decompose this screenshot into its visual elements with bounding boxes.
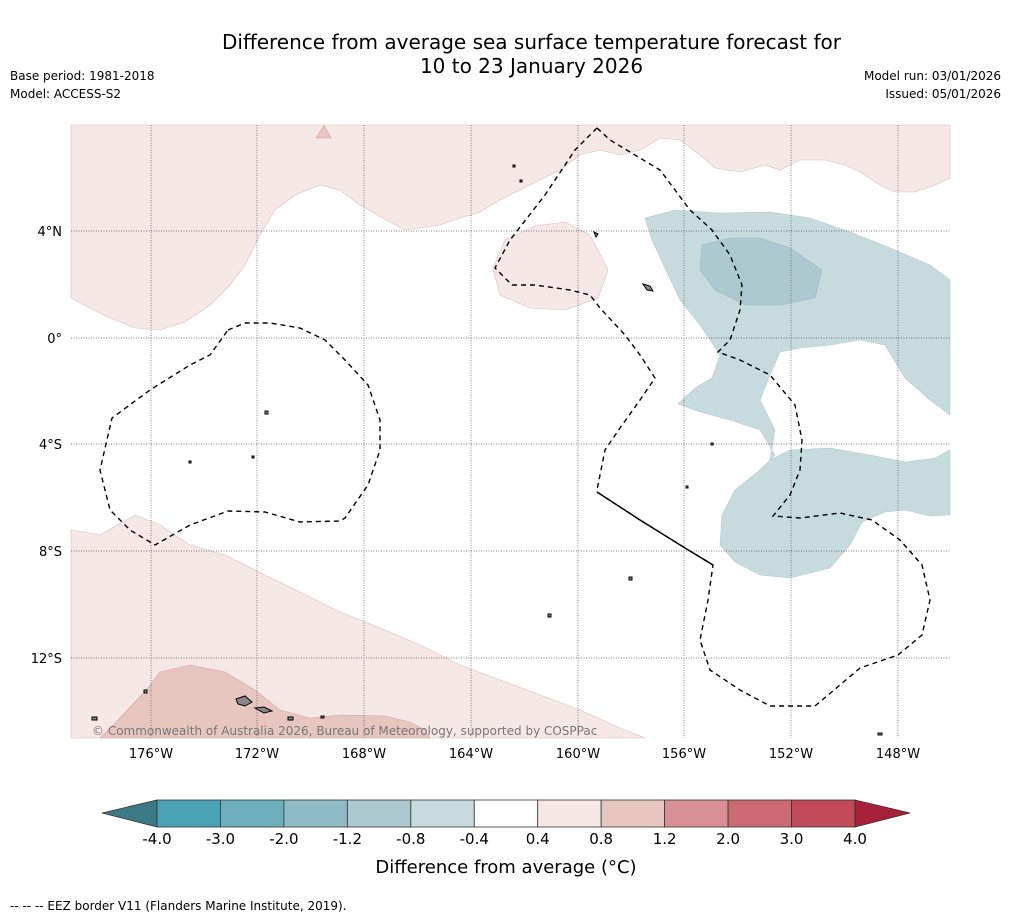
colorbar-tick-label: 1.2 — [653, 830, 677, 848]
lat-label: 8°S — [39, 545, 62, 560]
island-small-2 — [251, 455, 255, 459]
island-tokelau — [641, 283, 654, 292]
island-small-8 — [628, 576, 633, 581]
island-small-4 — [287, 716, 294, 721]
colorbar-segment — [537, 799, 602, 828]
lon-label: 176°W — [129, 747, 173, 762]
lat-label: 12°S — [31, 652, 62, 667]
colorbar-ticks: -4.0 -3.0 -2.0 -1.2 -0.8 -0.4 0.4 0.8 1.2 2.0 3.0 4… — [142, 830, 867, 848]
island-small-5 — [320, 715, 325, 719]
eez-legend: -- -- -- EEZ border V11 (Flanders Marine… — [10, 899, 347, 913]
lon-label: 168°W — [342, 747, 386, 762]
islands — [91, 164, 883, 736]
lat-label: 4°S — [39, 438, 62, 453]
island-small-10 — [685, 485, 689, 489]
colorbar-segment — [473, 799, 539, 828]
lon-label: 160°W — [556, 747, 600, 762]
lon-label: 164°W — [449, 747, 493, 762]
island-samoa-savaii — [235, 695, 253, 707]
title-line-2: 10 to 23 January 2026 — [419, 54, 644, 78]
copyright-text: © Commonwealth of Australia 2026, Bureau… — [92, 724, 597, 738]
lon-label: 156°W — [662, 747, 706, 762]
island-small-13 — [512, 164, 516, 168]
colorbar-segment — [791, 799, 856, 828]
island-small-1 — [264, 410, 269, 415]
gridlines — [71, 125, 950, 738]
lat-label: 4°N — [38, 225, 63, 240]
lon-label: 148°W — [876, 747, 920, 762]
cool-anomaly-east-strong — [699, 237, 823, 306]
colorbar-segment — [727, 799, 792, 828]
colorbar-segment — [600, 799, 666, 828]
lat-labels: 4°N 0° 4°S 8°S 12°S — [31, 225, 62, 667]
island-jarvis — [593, 230, 599, 239]
colorbar-segment — [664, 799, 729, 828]
colorbar-segments — [156, 799, 856, 828]
model-name: Model: ACCESS-S2 — [10, 87, 122, 101]
colorbar-segment — [410, 799, 475, 828]
island-small-9 — [547, 613, 552, 618]
lon-labels: 176°W 172°W 168°W 164°W 160°W 156°W 152°… — [129, 747, 920, 762]
island-samoa-upolu — [253, 706, 274, 714]
colorbar-tick-label: -2.0 — [269, 830, 298, 848]
colorbar-tick-label: -0.4 — [460, 830, 489, 848]
lat-label: 0° — [47, 332, 62, 347]
colorbar-segment — [220, 799, 285, 828]
chart-title: Difference from average sea surface temp… — [0, 30, 1011, 78]
island-small-11 — [710, 442, 714, 446]
issued-date: Issued: 05/01/2026 — [885, 87, 1001, 101]
lon-label: 152°W — [769, 747, 813, 762]
colorbar-tick-label: -3.0 — [206, 830, 235, 848]
meta-right: Model run: 03/01/2026 Issued: 05/01/2026 — [864, 67, 1001, 103]
colorbar-segment — [283, 799, 348, 828]
title-line-1: Difference from average sea surface temp… — [221, 30, 841, 54]
colorbar-tick-label: 2.0 — [716, 830, 740, 848]
eez-borders — [99, 127, 931, 707]
colorbar-tick-label: -1.2 — [333, 830, 362, 848]
colorbar-label: Difference from average (°C) — [375, 857, 636, 878]
island-small-12 — [519, 179, 523, 183]
warm-anomaly-north — [70, 124, 951, 331]
base-period: Base period: 1981-2018 — [10, 69, 155, 83]
colorbar-low-extend — [101, 799, 158, 828]
lon-label: 172°W — [235, 747, 279, 762]
eez-border-cook-islands — [596, 127, 931, 707]
eez-border-tokelau-tuvalu — [99, 322, 381, 546]
colorbar-segment — [346, 799, 412, 828]
model-run: Model run: 03/01/2026 — [863, 69, 1001, 83]
colorbar-high-extend — [854, 799, 911, 828]
colorbar-tick-label: 4.0 — [843, 830, 867, 848]
colorbar-tick-label: 0.4 — [526, 830, 550, 848]
meta-left: Base period: 1981-2018 Model: ACCESS-S2 — [10, 67, 155, 103]
colorbar-tick-label: -4.0 — [142, 830, 171, 848]
island-small-3 — [188, 460, 192, 464]
colorbar-tick-label: -0.8 — [396, 830, 425, 848]
cool-anomaly-east — [644, 209, 951, 579]
colorbar-segment — [156, 799, 221, 828]
colorbar: -4.0 -3.0 -2.0 -1.2 -0.8 -0.4 0.4 0.8 1.2 2.0 3.0 4… — [101, 799, 911, 878]
warm-anomaly-top-spot — [315, 124, 332, 139]
island-small-7 — [91, 716, 98, 721]
colorbar-tick-label: 0.8 — [589, 830, 613, 848]
warm-anomaly-center — [492, 221, 609, 311]
colorbar-tick-label: 3.0 — [780, 830, 804, 848]
eez-border-solid-segment — [596, 491, 714, 566]
map-area: © Commonwealth of Australia 2026, Bureau… — [70, 124, 951, 739]
island-small-14 — [877, 732, 883, 736]
island-small-6 — [143, 689, 148, 694]
warm-anomaly-southwest-strong — [99, 664, 431, 739]
